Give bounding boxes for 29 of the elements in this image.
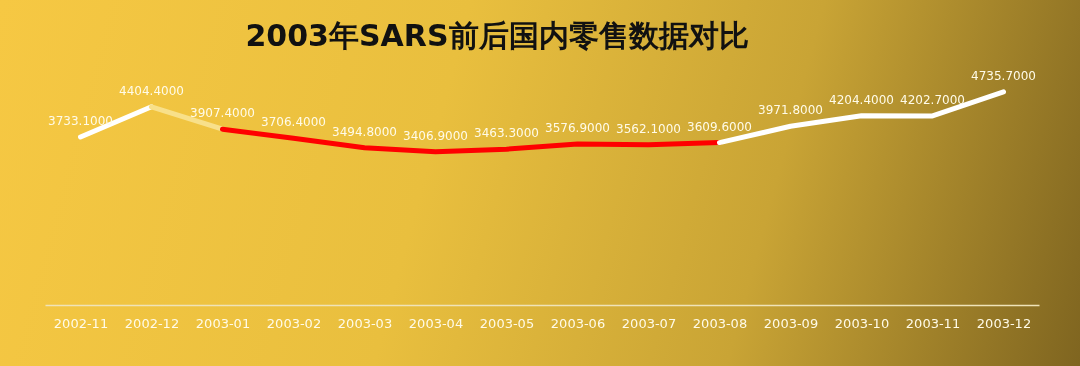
- x-tick-label: 2003-09: [763, 315, 819, 331]
- x-tick-label: 2002-11: [53, 315, 109, 331]
- x-tick-label: 2003-06: [550, 315, 606, 331]
- data-label: 3463.3000: [474, 126, 539, 141]
- x-tick-label: 2003-02: [266, 315, 322, 331]
- data-label: 4202.7000: [900, 92, 965, 107]
- data-label: 4404.4000: [119, 83, 184, 98]
- x-tick-label: 2003-01: [195, 315, 251, 331]
- data-label: 3907.4000: [190, 106, 255, 121]
- chart-title: 2003年SARS前后国内零售数据对比: [245, 17, 749, 53]
- data-label: 3562.1000: [616, 121, 681, 136]
- x-tick-label: 2003-08: [692, 315, 748, 331]
- data-label: 3576.9000: [545, 121, 610, 136]
- data-label: 3406.9000: [403, 128, 468, 143]
- data-label: 3733.1000: [48, 114, 113, 129]
- data-label: 3706.4000: [261, 115, 326, 130]
- x-tick-label: 2003-05: [479, 315, 535, 331]
- x-tick-label: 2003-07: [621, 315, 677, 331]
- data-label: 3971.8000: [758, 103, 823, 118]
- x-tick-label: 2003-10: [834, 315, 890, 331]
- x-tick-label: 2003-03: [337, 315, 393, 331]
- data-label: 3494.8000: [332, 124, 397, 139]
- data-label: 4735.7000: [971, 68, 1036, 83]
- x-tick-label: 2003-04: [408, 315, 464, 331]
- x-tick-label: 2003-11: [905, 315, 961, 331]
- x-tick-label: 2002-12: [124, 315, 180, 331]
- data-label: 4204.4000: [829, 92, 894, 107]
- x-tick-label: 2003-12: [976, 315, 1032, 331]
- data-label: 3609.6000: [687, 119, 752, 134]
